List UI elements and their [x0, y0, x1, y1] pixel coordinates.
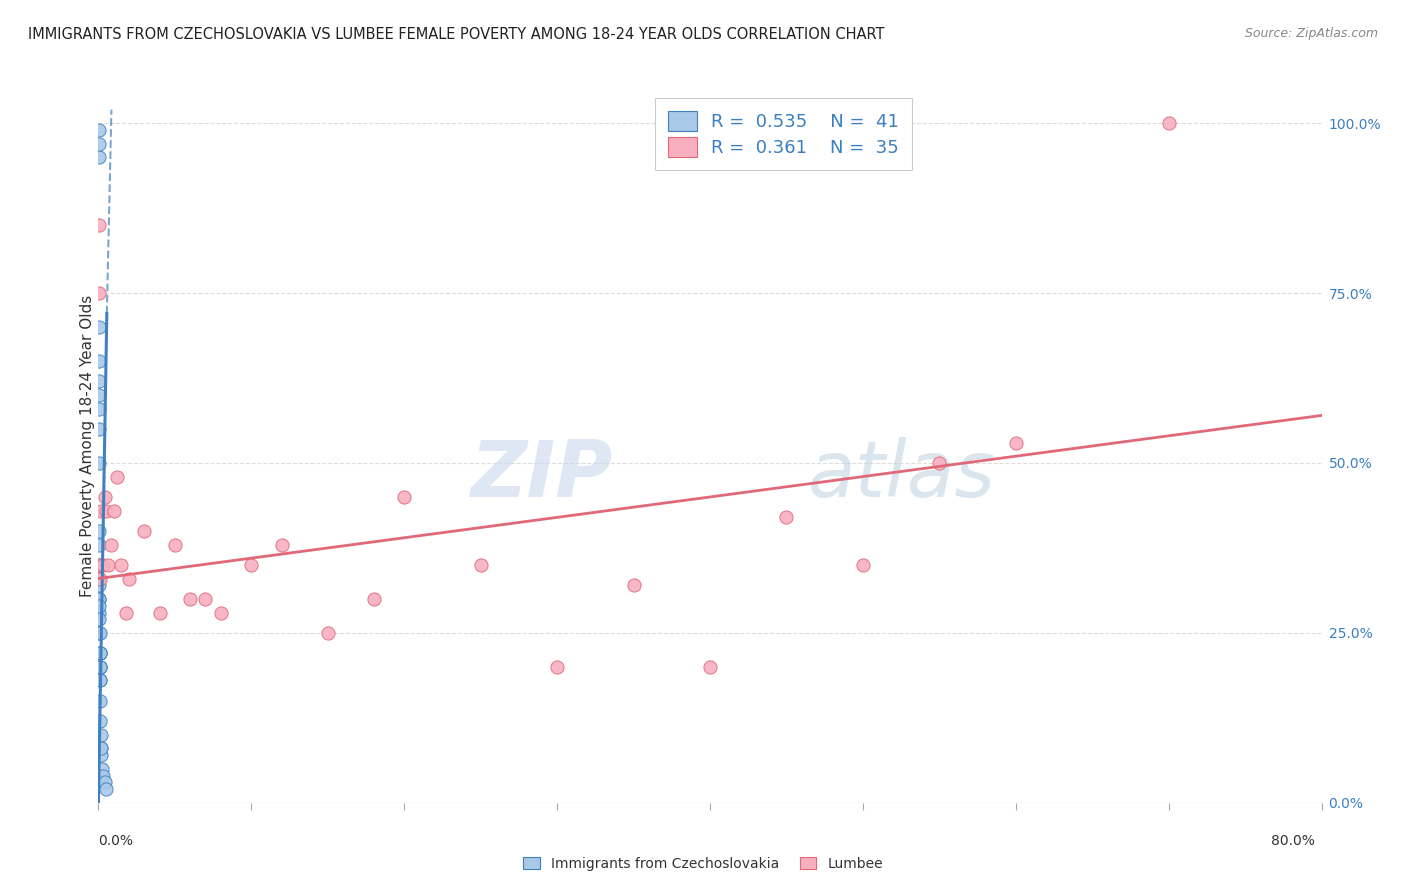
Point [91, 558, 114, 572]
Point [89, 537, 111, 551]
Point [89, 524, 111, 538]
Point [89, 646, 111, 660]
Point [91, 769, 114, 783]
Point [87, 320, 110, 334]
Point [89, 578, 111, 592]
Point [89, 673, 111, 688]
Point [240, 558, 263, 572]
Point [87, 354, 110, 368]
Point [775, 510, 797, 524]
Point [89, 612, 111, 626]
Point [89, 646, 111, 660]
Point [93, 775, 115, 789]
Point [89, 591, 111, 606]
Point [89, 591, 111, 606]
Point [89, 646, 111, 660]
Point [89, 606, 111, 620]
Point [103, 503, 125, 517]
Point [90, 741, 112, 756]
Point [118, 572, 141, 586]
Point [90, 728, 112, 742]
Point [623, 578, 645, 592]
Point [90, 741, 112, 756]
Point [699, 660, 721, 674]
Point [87, 150, 110, 164]
Point [89, 714, 111, 729]
Text: 0.0%: 0.0% [98, 834, 134, 848]
Text: 80.0%: 80.0% [1271, 834, 1315, 848]
Point [90, 503, 112, 517]
Point [179, 591, 201, 606]
Text: Source: ZipAtlas.com: Source: ZipAtlas.com [1244, 27, 1378, 40]
Point [149, 606, 172, 620]
Point [87, 401, 110, 416]
Point [94, 782, 117, 797]
Text: atlas: atlas [808, 436, 995, 513]
Point [87, 123, 110, 137]
Point [87, 375, 110, 389]
Point [470, 558, 492, 572]
Point [89, 660, 111, 674]
Point [100, 537, 122, 551]
Point [89, 572, 111, 586]
Point [928, 456, 950, 470]
Point [546, 660, 568, 674]
Y-axis label: Female Poverty Among 18-24 Year Olds: Female Poverty Among 18-24 Year Olds [80, 295, 94, 597]
Point [105, 469, 128, 483]
Point [852, 558, 875, 572]
Legend: R =  0.535    N =  41, R =  0.361    N =  35: R = 0.535 N = 41, R = 0.361 N = 35 [655, 98, 911, 169]
Point [1157, 116, 1180, 130]
Point [115, 606, 138, 620]
Point [87, 388, 110, 402]
Point [89, 286, 111, 301]
Point [89, 660, 111, 674]
Legend: Immigrants from Czechoslovakia, Lumbee: Immigrants from Czechoslovakia, Lumbee [517, 851, 889, 876]
Point [110, 558, 132, 572]
Point [97, 558, 120, 572]
Point [89, 558, 111, 572]
Point [134, 524, 156, 538]
Point [316, 626, 339, 640]
Point [89, 572, 111, 586]
Point [89, 626, 111, 640]
Point [209, 606, 232, 620]
Point [163, 537, 186, 551]
Point [89, 599, 111, 613]
Point [89, 558, 111, 572]
Point [89, 626, 111, 640]
Point [89, 694, 111, 708]
Point [87, 136, 110, 151]
Point [194, 591, 217, 606]
Point [94, 503, 117, 517]
Text: ZIP: ZIP [470, 436, 612, 513]
Point [1004, 435, 1026, 450]
Point [89, 660, 111, 674]
Point [87, 422, 110, 436]
Point [87, 218, 110, 232]
Point [363, 591, 385, 606]
Point [392, 490, 416, 504]
Point [89, 572, 111, 586]
Point [90, 748, 112, 763]
Point [89, 673, 111, 688]
Text: IMMIGRANTS FROM CZECHOSLOVAKIA VS LUMBEE FEMALE POVERTY AMONG 18-24 YEAR OLDS CO: IMMIGRANTS FROM CZECHOSLOVAKIA VS LUMBEE… [28, 27, 884, 42]
Point [91, 762, 114, 776]
Point [87, 456, 110, 470]
Point [270, 537, 292, 551]
Point [93, 490, 115, 504]
